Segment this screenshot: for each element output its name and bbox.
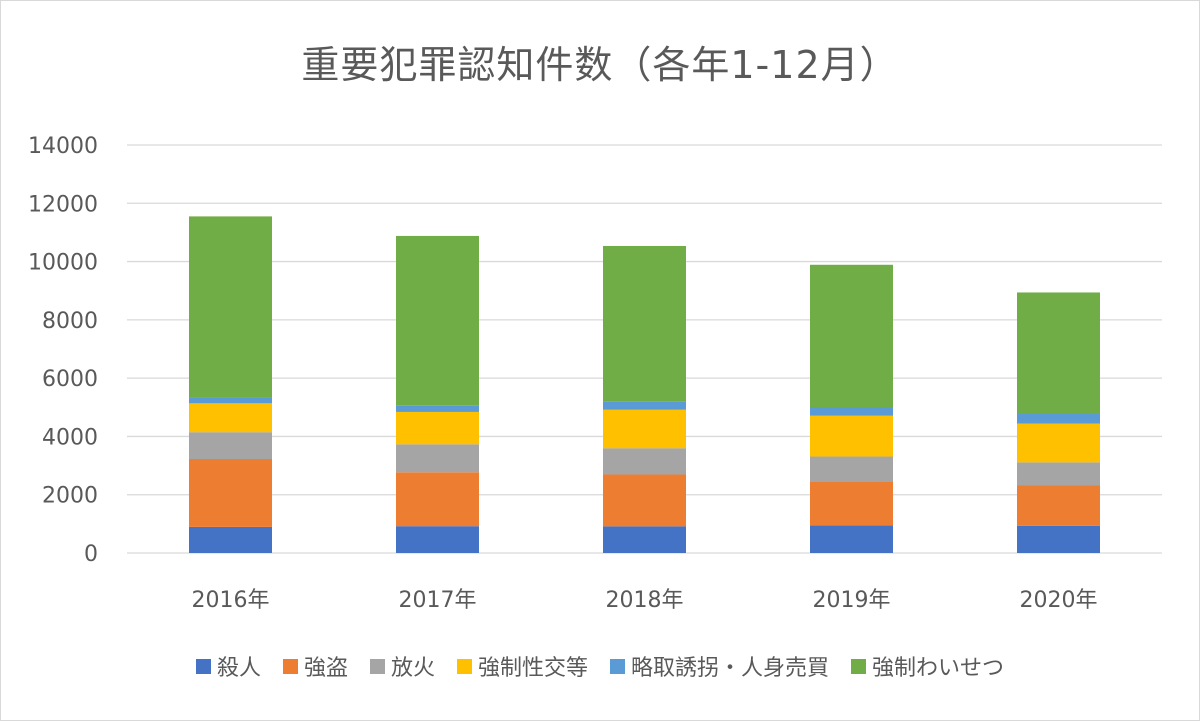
legend-item: 略取誘拐・人身売買 <box>610 650 829 682</box>
bar-segment <box>810 525 893 553</box>
legend-item: 殺人 <box>195 650 261 682</box>
bar-segment <box>1017 413 1100 424</box>
bar-segment <box>603 448 686 475</box>
bar-segment <box>1017 525 1100 553</box>
legend-label: 略取誘拐・人身売買 <box>631 656 830 681</box>
x-axis-ticks: 2016年 2017年 2018年 2019年 2020年 <box>192 588 1098 613</box>
bar-segment <box>603 409 686 449</box>
y-tick-label: 6000 <box>42 367 98 392</box>
bar-segment <box>1017 485 1100 526</box>
bar-segment <box>603 526 686 553</box>
legend-label: 強盗 <box>303 656 348 681</box>
legend-item: 強盗 <box>282 650 348 682</box>
bar-segment <box>1017 292 1100 414</box>
legend-item: 強制性交等 <box>457 650 588 682</box>
bar-segment <box>603 245 686 402</box>
legend-item: 放火 <box>369 650 435 682</box>
bar-segment <box>810 456 893 482</box>
legend-swatch <box>457 658 472 674</box>
x-tick-label: 2016年 <box>192 588 270 613</box>
legend-swatch <box>195 658 211 674</box>
legend-swatch <box>610 658 626 674</box>
x-tick-label: 2017年 <box>399 588 477 613</box>
legend-swatch <box>369 658 385 674</box>
bar-segment <box>189 403 272 433</box>
y-tick-label: 4000 <box>42 425 98 450</box>
y-tick-label: 0 <box>84 542 98 567</box>
y-tick-label: 2000 <box>42 484 98 509</box>
bar-segment <box>810 264 893 407</box>
x-tick-label: 2020年 <box>1020 588 1098 613</box>
y-tick-label: 14000 <box>28 134 98 159</box>
legend-item: 強制わいせつ <box>851 650 1004 682</box>
x-tick-label: 2018年 <box>606 588 684 613</box>
bar-segment <box>396 472 479 527</box>
legend-label: 強制わいせつ <box>872 656 1005 681</box>
x-tick-label: 2019年 <box>813 588 891 613</box>
legend-swatch <box>851 658 867 674</box>
legend-label: 放火 <box>390 656 435 681</box>
legend-label: 殺人 <box>216 656 261 681</box>
bar-segment <box>189 397 272 404</box>
legend-label: 強制性交等 <box>478 656 589 681</box>
bar-segment <box>1017 423 1100 463</box>
bar-segment <box>603 474 686 527</box>
bar-segment <box>189 432 272 460</box>
legend-swatch <box>282 658 298 674</box>
y-tick-label: 12000 <box>28 192 98 217</box>
bar-segment <box>603 401 686 410</box>
bar-segment <box>189 459 272 527</box>
bar-segment <box>396 444 479 473</box>
y-axis-ticks: 0 2000 4000 6000 8000 10000 12000 14000 <box>28 134 98 567</box>
bar-segment <box>396 405 479 412</box>
bar-segment <box>189 526 272 553</box>
bar-segment <box>810 481 893 526</box>
bars <box>189 216 1100 553</box>
bar-segment <box>189 216 272 398</box>
bar-segment <box>396 526 479 553</box>
y-tick-label: 10000 <box>28 251 98 276</box>
bar-segment <box>396 411 479 445</box>
bar-segment <box>810 415 893 457</box>
chart-title: 重要犯罪認知件数（各年1-12月） <box>301 43 899 87</box>
bar-segment <box>396 235 479 406</box>
bar-segment <box>810 406 893 416</box>
bar-segment <box>1017 462 1100 486</box>
y-tick-label: 8000 <box>42 309 98 334</box>
legend: 殺人 強盗 放火 強制性交等 略取誘拐・人身売買 強制わいせつ <box>0 650 1200 682</box>
